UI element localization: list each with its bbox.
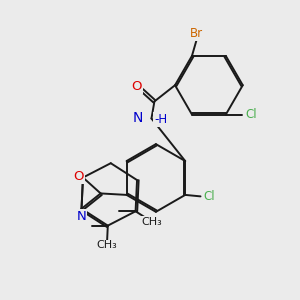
Text: CH₃: CH₃ xyxy=(142,217,163,227)
Text: O: O xyxy=(73,170,84,183)
Text: CH₃: CH₃ xyxy=(97,240,117,250)
Text: N: N xyxy=(76,210,86,223)
Text: Cl: Cl xyxy=(203,190,215,203)
Text: -H: -H xyxy=(154,112,167,126)
Text: N: N xyxy=(132,112,142,125)
Text: Br: Br xyxy=(190,27,203,40)
Text: Cl: Cl xyxy=(245,108,257,121)
Text: O: O xyxy=(131,80,142,93)
